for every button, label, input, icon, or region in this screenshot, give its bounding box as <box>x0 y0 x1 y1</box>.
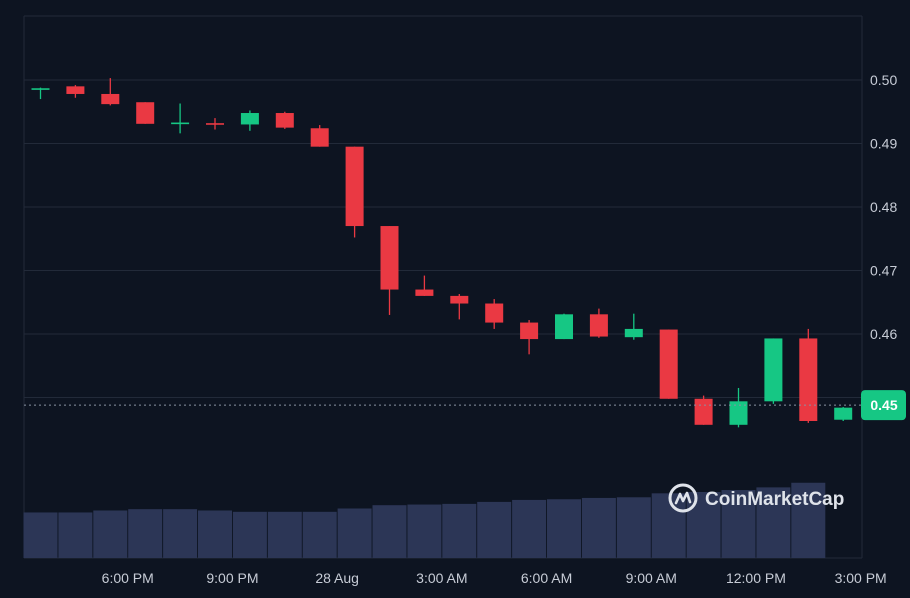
candle-body <box>485 303 504 323</box>
coinmarketcap-logo-icon <box>668 483 698 513</box>
x-tick-label: 6:00 AM <box>521 570 572 586</box>
volume-bar <box>198 510 232 558</box>
x-tick-label: 12:00 PM <box>726 570 786 586</box>
current-price-badge: 0.45 <box>861 390 906 421</box>
volume-bar <box>756 487 791 558</box>
y-tick-label: 0.50 <box>870 72 897 88</box>
volume-bar <box>512 499 547 558</box>
candle <box>694 395 713 425</box>
x-tick-label: 3:00 AM <box>416 570 467 586</box>
volume-bar <box>791 482 826 558</box>
candle-body <box>136 102 155 124</box>
volume-bar <box>58 512 93 558</box>
candle-body <box>624 328 643 338</box>
volume-bar <box>686 492 721 558</box>
candle-body <box>31 88 50 90</box>
candle <box>101 78 120 106</box>
volume-bar <box>302 511 337 558</box>
volume-bar <box>616 497 651 558</box>
candle-body <box>729 401 748 425</box>
candle-body <box>659 329 678 399</box>
candle <box>589 308 608 338</box>
grid-lines <box>23 15 863 559</box>
candle-body <box>799 338 818 421</box>
candle <box>171 103 190 134</box>
volume-bar <box>547 499 581 558</box>
volume-bar <box>93 510 128 558</box>
watermark-text: CoinMarketCap <box>705 489 844 510</box>
candle-body <box>240 113 259 125</box>
candle <box>380 226 399 315</box>
candle <box>136 102 155 124</box>
candle <box>345 146 364 238</box>
candle <box>555 313 573 340</box>
volume-bar <box>23 512 58 558</box>
candle <box>659 329 678 399</box>
candle <box>206 118 224 130</box>
current-price-label: 0.45 <box>870 397 897 413</box>
candle-body <box>834 407 853 420</box>
x-tick-label: 9:00 AM <box>626 570 677 586</box>
watermark: CoinMarketCap <box>668 483 844 513</box>
candle-body <box>764 338 783 402</box>
x-tick-label: 6:00 PM <box>102 570 154 586</box>
candle <box>520 320 539 355</box>
candle <box>66 85 85 98</box>
candle <box>415 275 434 296</box>
candle-body <box>555 314 573 340</box>
candle <box>240 110 259 131</box>
candle-body <box>66 86 85 94</box>
candle <box>799 328 818 423</box>
candle <box>624 313 643 340</box>
x-tick-label: 3:00 PM <box>835 570 887 586</box>
x-tick-label: 28 Aug <box>315 570 359 586</box>
volume-bars <box>23 482 826 558</box>
candle-body <box>380 226 399 290</box>
candle <box>729 387 748 428</box>
volume-bar <box>407 504 442 558</box>
candle <box>834 407 853 421</box>
candle-body <box>520 322 539 340</box>
candle-body <box>101 93 120 105</box>
candle <box>31 87 50 100</box>
x-axis: 6:00 PM 9:00 PM 28 Aug 3:00 AM 6:00 AM 9:00 A… <box>102 570 887 586</box>
y-tick-label: 0.49 <box>870 136 897 152</box>
candle <box>450 293 469 320</box>
candle-body <box>275 113 294 128</box>
volume-bar <box>442 503 477 558</box>
y-tick-label: 0.47 <box>870 263 897 279</box>
x-tick-label: 9:00 PM <box>206 570 258 586</box>
volume-bar <box>477 501 512 558</box>
candle-body <box>589 314 608 337</box>
volume-bar <box>721 490 756 558</box>
candle <box>764 338 783 404</box>
candle-body <box>450 295 469 304</box>
candle <box>310 125 329 147</box>
candle-body <box>694 398 713 425</box>
volume-bar <box>372 505 407 558</box>
volume-bar <box>337 508 372 558</box>
volume-bar <box>267 511 302 558</box>
volume-bar <box>651 493 686 558</box>
candle-body <box>345 146 364 227</box>
candle-body <box>310 128 329 147</box>
volume-bar <box>581 497 616 558</box>
candle <box>485 299 504 329</box>
y-axis: 0.50 0.49 0.48 0.47 0.46 <box>870 72 897 342</box>
candlesticks <box>31 78 853 428</box>
y-tick-label: 0.48 <box>870 199 897 215</box>
candle <box>275 111 294 129</box>
candle-body <box>171 122 190 125</box>
candle-body <box>415 289 434 296</box>
volume-bar <box>163 509 198 558</box>
volume-bar <box>128 509 163 558</box>
y-tick-label: 0.46 <box>870 326 897 342</box>
candle-body <box>206 123 224 125</box>
volume-bar <box>232 511 267 558</box>
